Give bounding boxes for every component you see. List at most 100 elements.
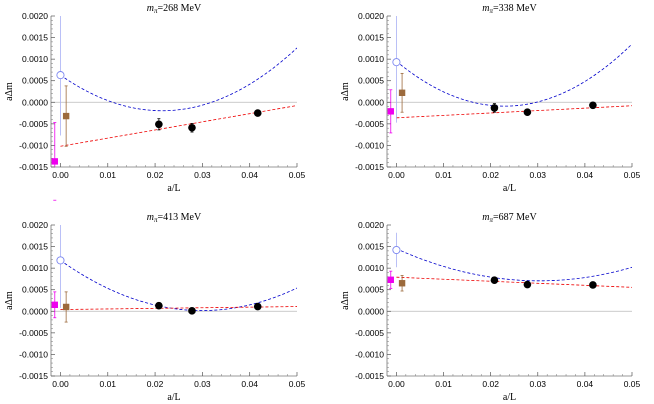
y-tick-label: 0.0010 (358, 54, 384, 64)
y-tick-label: 0.0015 (22, 242, 48, 252)
data-point (589, 101, 597, 110)
x-tick-label: 0.02 (482, 170, 499, 180)
fit-curve (60, 105, 297, 147)
data-point (387, 108, 394, 115)
data-point (51, 301, 58, 309)
y-tick-label: -0.0010 (355, 349, 384, 359)
x-tick-label: 0.00 (388, 379, 405, 389)
data-point (56, 71, 65, 80)
y-tick-label: 0.0010 (22, 263, 48, 273)
data-point (490, 276, 499, 285)
data-point (392, 58, 401, 67)
title-rest: =687 MeV (493, 212, 537, 223)
data-point (392, 245, 401, 255)
data-point (387, 276, 394, 283)
chart-panel-4: mπ=687 MeV -0.0015 -0.0010 -0.0005 0.0000 0.0… (340, 212, 641, 403)
x-axis-label: a/L (167, 392, 180, 403)
panel-title: mπ=338 MeV (482, 3, 537, 15)
y-axis-label: aΔm (340, 291, 351, 310)
x-axis-label: a/L (503, 183, 516, 194)
fit-curve (60, 306, 297, 310)
y-tick-label: 0.0020 (358, 220, 384, 230)
x-tick-label: 0.02 (147, 379, 164, 389)
title-sub: π (154, 216, 158, 224)
y-tick-label: 0.0010 (22, 54, 48, 64)
y-axis-label: aΔm (340, 82, 351, 101)
y-tick-label: 0.0005 (358, 285, 384, 295)
x-tick-label: 0.04 (241, 170, 258, 180)
y-tick-label: 0.0010 (358, 263, 384, 273)
y-tick-label: 0.0015 (358, 33, 384, 43)
y-tick-label: 0.0015 (358, 242, 384, 252)
fit-curve (396, 43, 632, 107)
chart-panel-3: mπ=413 MeV -0.0015 -0.0010 -0.0005 0.0000 0.0… (4, 212, 306, 403)
x-tick-label: 0.03 (194, 170, 211, 180)
panel-title: mπ=687 MeV (482, 212, 537, 224)
y-tick-label: 0.0000 (358, 97, 384, 107)
y-tick-label: -0.0005 (19, 119, 48, 129)
title-var: m (482, 3, 489, 14)
x-axis-label: a/L (503, 392, 516, 403)
x-tick-label: 0.01 (435, 379, 452, 389)
x-tick-label: 0.04 (241, 379, 258, 389)
x-tick-label: 0.02 (482, 379, 499, 389)
y-axis-label: aΔm (4, 291, 15, 310)
data-point (490, 104, 499, 112)
title-var: m (482, 212, 489, 223)
x-tick-label: 0.01 (99, 170, 116, 180)
title-rest: =413 MeV (158, 212, 202, 223)
data-point (523, 108, 532, 117)
y-tick-label: -0.0015 (355, 162, 384, 172)
title-var: m (147, 3, 154, 14)
x-tick-label: 0.01 (99, 379, 116, 389)
y-tick-label: -0.0015 (355, 371, 384, 381)
y-tick-label: -0.0010 (355, 140, 384, 150)
chart-panel-1: mπ=268 MeV -0.0015 -0.0010 -0.0005 0.0000 0.0… (4, 3, 306, 201)
y-tick-label: 0.0005 (22, 76, 48, 86)
data-point (523, 280, 532, 289)
chart-panel-2: mπ=338 MeV -0.0015 -0.0010 -0.0005 0.0000 0.0… (340, 3, 641, 194)
y-tick-label: -0.0015 (19, 371, 48, 381)
y-tick-label: -0.0005 (355, 119, 384, 129)
data-point (253, 109, 262, 117)
data-point (62, 112, 70, 120)
fit-curve (396, 276, 632, 288)
x-tick-label: 0.05 (289, 379, 306, 389)
x-tick-label: 0.05 (624, 379, 641, 389)
x-tick-label: 0.04 (577, 170, 594, 180)
data-point (589, 281, 597, 289)
data-point (398, 280, 406, 287)
data-point (155, 120, 163, 129)
x-tick-label: 0.00 (388, 170, 405, 180)
data-point (188, 123, 196, 132)
x-tick-label: 0.03 (529, 379, 546, 389)
y-tick-label: 0.0005 (22, 285, 48, 295)
y-tick-label: 0.0000 (358, 306, 384, 316)
data-point (398, 89, 406, 96)
x-tick-label: 0.00 (52, 379, 69, 389)
y-tick-label: 0.0005 (358, 76, 384, 86)
y-tick-label: 0.0000 (22, 97, 48, 107)
x-axis-label: a/L (167, 183, 180, 194)
fit-curve (60, 260, 297, 312)
y-tick-label: -0.0010 (19, 140, 48, 150)
y-tick-label: -0.0010 (19, 349, 48, 359)
y-tick-label: 0.0020 (22, 11, 48, 21)
fit-curve (396, 248, 632, 282)
data-point (51, 158, 58, 165)
data-point (56, 256, 65, 265)
y-tick-label: -0.0015 (19, 162, 48, 172)
y-tick-label: 0.0020 (358, 11, 384, 21)
title-var: m (147, 212, 154, 223)
y-tick-label: -0.0005 (19, 328, 48, 338)
data-point (253, 302, 262, 311)
y-tick-label: 0.0000 (22, 306, 48, 316)
title-sub: π (490, 216, 494, 224)
panel-title: mπ=268 MeV (147, 3, 202, 15)
x-tick-label: 0.05 (289, 170, 306, 180)
y-axis-label: aΔm (4, 82, 15, 101)
title-sub: π (490, 7, 494, 15)
x-tick-label: 0.05 (624, 170, 641, 180)
fit-curve (60, 47, 297, 112)
